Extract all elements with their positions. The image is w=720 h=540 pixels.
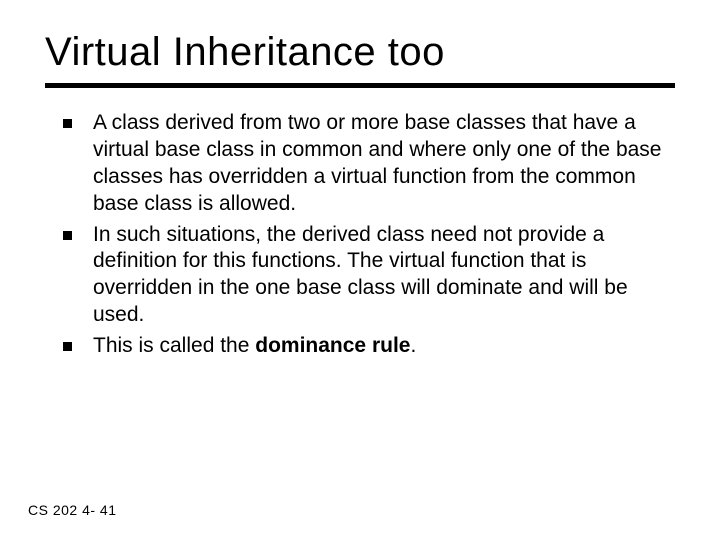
bullet-text: In such situations, the derived class ne… <box>93 223 628 327</box>
bullet-text-bold: dominance rule <box>255 334 410 357</box>
bullet-item: In such situations, the derived class ne… <box>63 222 675 330</box>
bullet-text: A class derived from two or more base cl… <box>93 111 662 215</box>
bullet-item: A class derived from two or more base cl… <box>63 110 675 218</box>
slide-container: Virtual Inheritance too A class derived … <box>0 0 720 540</box>
bullet-text-prefix: This is called the <box>93 334 255 357</box>
title-underline <box>45 83 675 88</box>
bullet-text-suffix: . <box>410 334 416 357</box>
slide-footer: CS 202 4- 41 <box>28 502 117 518</box>
bullet-item: This is called the dominance rule. <box>63 333 675 360</box>
bullet-list: A class derived from two or more base cl… <box>45 110 675 360</box>
slide-title: Virtual Inheritance too <box>45 30 675 75</box>
